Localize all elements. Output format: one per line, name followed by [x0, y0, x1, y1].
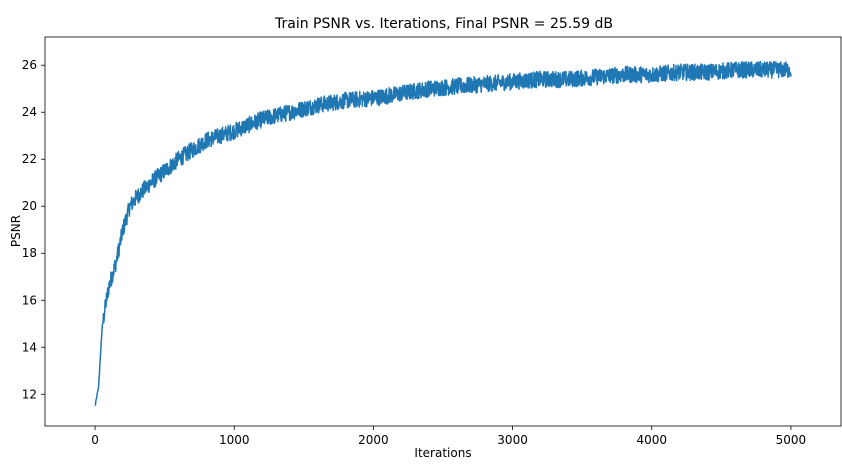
y-axis-label: PSNR [9, 215, 23, 247]
plot-frame [44, 36, 842, 427]
y-tick-label: 14 [22, 340, 37, 354]
x-tick-label: 4000 [636, 433, 667, 447]
y-tick-label: 16 [22, 293, 37, 307]
y-tick-label: 18 [22, 246, 37, 260]
chart-title: Train PSNR vs. Iterations, Final PSNR = … [274, 16, 613, 32]
x-tick-label: 0 [91, 433, 99, 447]
y-tick-label: 26 [22, 58, 37, 72]
y-tick-label: 24 [22, 105, 37, 119]
x-tick-label: 2000 [358, 433, 389, 447]
x-axis-label: Iterations [414, 446, 471, 460]
y-tick-label: 12 [22, 387, 37, 401]
series-line [94, 61, 792, 406]
x-tick-label: 3000 [497, 433, 528, 447]
y-axis: 12 14 16 18 20 22 24 26 [22, 58, 45, 401]
x-axis: 0 1000 2000 3000 4000 5000 [91, 426, 806, 447]
y-tick-label: 20 [22, 199, 37, 213]
x-tick-label: 5000 [776, 433, 807, 447]
y-tick-label: 22 [22, 152, 37, 166]
x-tick-label: 1000 [219, 433, 250, 447]
plot-area [94, 61, 792, 406]
